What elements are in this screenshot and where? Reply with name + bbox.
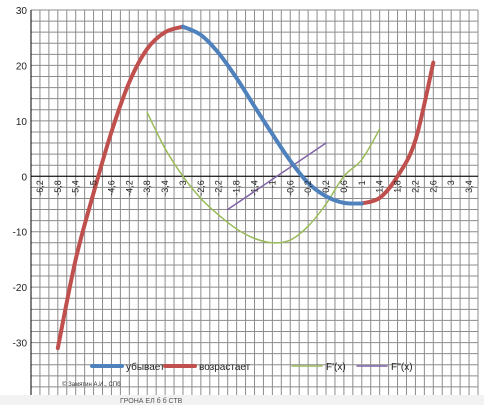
x-tick-label: 0,2 — [321, 180, 331, 193]
x-tick-label: 1,4 — [375, 180, 385, 193]
x-tick-label: 2,6 — [428, 180, 438, 193]
series-line-2 — [146, 111, 381, 244]
x-tick-label: -1,8 — [232, 180, 242, 196]
x-tick-label: -3,8 — [142, 180, 152, 196]
grid — [30, 9, 479, 399]
x-tick-label: 3,4 — [464, 180, 474, 193]
x-tick-label: -2,6 — [196, 180, 206, 196]
y-tick-label: -20 — [13, 283, 28, 294]
y-tick-label: 20 — [16, 61, 28, 72]
series-line-0 — [180, 24, 364, 206]
y-tick-label: -30 — [13, 339, 28, 350]
legend-label-3: F''(x) — [391, 362, 413, 373]
x-tick-label: -4,2 — [124, 180, 134, 196]
x-tick-label: -0,2 — [303, 180, 313, 196]
plot-area — [55, 24, 436, 351]
x-tick-label: -3 — [178, 180, 188, 188]
y-tick-label: 30 — [16, 6, 28, 17]
x-tick-label: 3 — [446, 180, 456, 185]
tick-labels: -40-30-20-100102030-6,2-5,8-5,4-5-4,6-4,… — [13, 6, 475, 405]
series-line-3 — [226, 142, 327, 211]
bottom-strip — [0, 395, 484, 405]
x-tick-label: -5,4 — [71, 180, 81, 196]
legend: убывает возрастает F'(x) F''(x) — [90, 361, 413, 373]
bottom-strip-text: ГРОНА ЕЛ б б СТВ — [120, 397, 183, 405]
legend-label-0: убывает — [126, 361, 165, 373]
x-tick-label: -2,2 — [214, 180, 224, 196]
x-tick-label: -6,2 — [35, 180, 45, 196]
x-tick-label: -1,4 — [250, 180, 260, 196]
x-tick-label: -5 — [89, 180, 99, 188]
x-tick-label: 1 — [357, 180, 367, 185]
copyright-annotation: © Замятин А.И., СПб — [62, 381, 121, 388]
series-line-1-part-1 — [359, 60, 436, 206]
x-tick-label: -3,4 — [160, 180, 170, 196]
x-tick-label: -5,8 — [53, 180, 63, 196]
series-line-1-part-0 — [55, 24, 185, 351]
x-tick-label: 1,8 — [393, 180, 403, 193]
axes — [30, 10, 478, 398]
x-tick-label: 0,6 — [339, 180, 349, 193]
y-tick-label: -10 — [13, 228, 28, 239]
y-tick-label: 0 — [21, 172, 27, 183]
x-tick-label: -1 — [267, 180, 277, 188]
x-tick-label: 2,2 — [410, 180, 420, 193]
x-tick-label: -0,6 — [285, 180, 295, 196]
legend-label-1: возрастает — [199, 362, 251, 373]
x-tick-label: -4,6 — [106, 180, 116, 196]
legend-label-2: F'(x) — [326, 362, 346, 373]
y-tick-label: 10 — [16, 117, 28, 128]
